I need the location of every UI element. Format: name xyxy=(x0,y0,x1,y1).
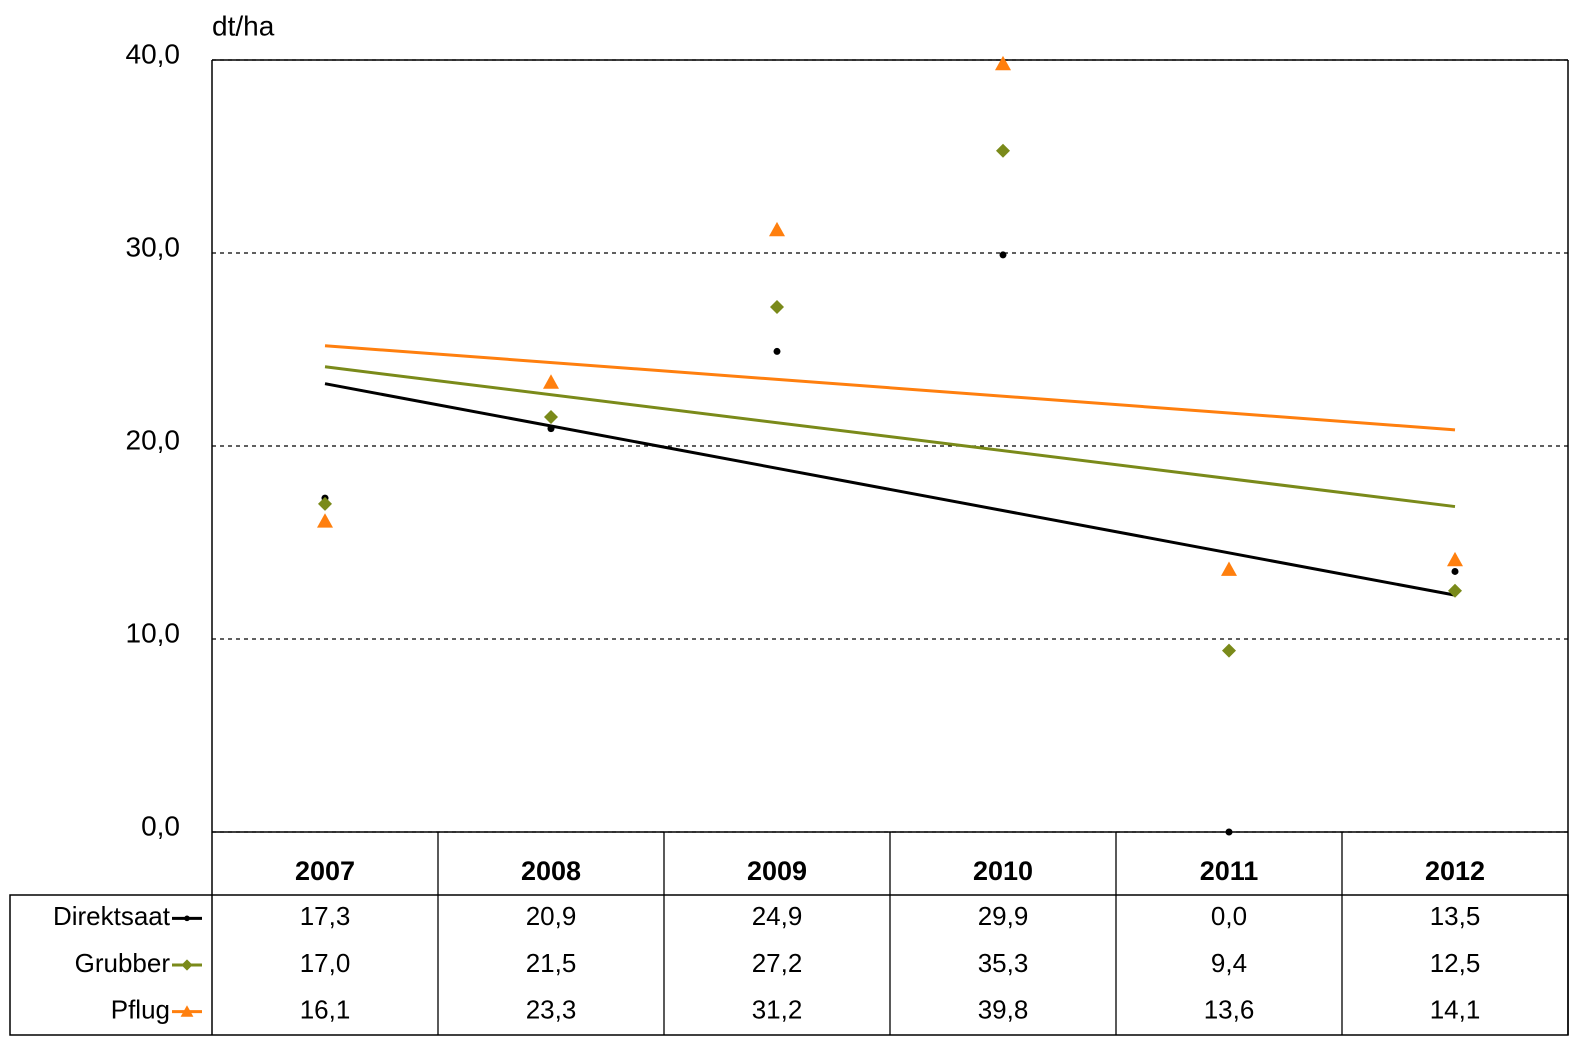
data-point xyxy=(1448,583,1462,598)
y-tick-label: 40,0 xyxy=(126,38,181,69)
data-point xyxy=(184,915,190,922)
table-value: 13,5 xyxy=(1430,901,1481,931)
x-tick-label: 2011 xyxy=(1200,856,1259,886)
data-point xyxy=(318,496,332,511)
trendline xyxy=(324,382,1456,597)
data-point xyxy=(543,374,559,389)
data-point xyxy=(1222,643,1236,658)
table-value: 17,0 xyxy=(300,948,351,978)
table-value: 12,5 xyxy=(1430,948,1481,978)
legend-label: Direktsaat xyxy=(53,901,171,931)
y-tick-label: 30,0 xyxy=(126,231,181,262)
x-tick-label: 2012 xyxy=(1425,856,1485,886)
data-point xyxy=(770,300,784,315)
data-point xyxy=(181,959,193,971)
table-value: 35,3 xyxy=(978,948,1029,978)
data-point xyxy=(1221,561,1237,576)
y-tick-label: 10,0 xyxy=(126,617,181,648)
x-tick-label: 2007 xyxy=(295,856,355,886)
trendline xyxy=(324,344,1456,432)
y-tick-label: 20,0 xyxy=(126,424,181,455)
data-point xyxy=(773,347,781,355)
table-value: 0,0 xyxy=(1211,901,1247,931)
x-tick-label: 2008 xyxy=(521,856,581,886)
data-point xyxy=(1451,567,1459,575)
data-point xyxy=(995,55,1011,71)
table-value: 16,1 xyxy=(300,995,351,1025)
table-value: 23,3 xyxy=(526,995,577,1025)
table-value: 27,2 xyxy=(752,948,803,978)
data-point xyxy=(317,513,333,528)
data-point xyxy=(996,143,1010,158)
data-point xyxy=(1225,828,1233,836)
table-value: 13,6 xyxy=(1204,995,1255,1025)
data-point xyxy=(547,425,555,433)
data-point xyxy=(180,1005,194,1017)
x-tick-label: 2010 xyxy=(973,856,1033,886)
table-value: 21,5 xyxy=(526,948,577,978)
y-axis-label: dt/ha xyxy=(212,10,275,41)
legend-label: Grubber xyxy=(75,948,171,978)
x-tick-label: 2009 xyxy=(747,856,807,886)
data-point xyxy=(544,410,558,425)
legend-label: Pflug xyxy=(111,995,170,1025)
table-value: 20,9 xyxy=(526,901,577,931)
trendline xyxy=(324,365,1456,509)
table-value: 29,9 xyxy=(978,901,1029,931)
table-value: 31,2 xyxy=(752,995,803,1025)
data-point xyxy=(999,251,1007,259)
y-tick-label: 0,0 xyxy=(141,810,180,841)
data-point xyxy=(1447,551,1463,567)
table-value: 24,9 xyxy=(752,901,803,931)
table-value: 17,3 xyxy=(300,901,351,931)
table-value: 39,8 xyxy=(978,995,1029,1025)
table-frame xyxy=(9,894,1569,1036)
table-value: 9,4 xyxy=(1211,948,1247,978)
table-value: 14,1 xyxy=(1430,995,1481,1025)
data-point xyxy=(769,221,785,237)
